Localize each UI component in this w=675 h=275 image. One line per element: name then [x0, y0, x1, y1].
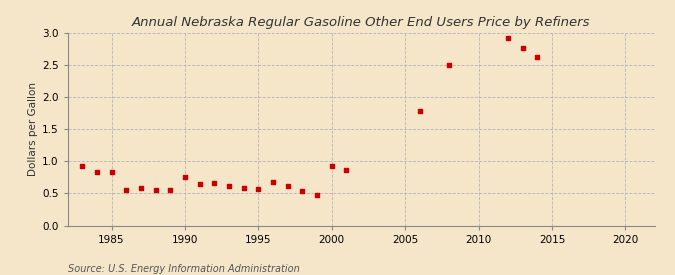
Point	[121, 188, 132, 192]
Point	[106, 169, 117, 174]
Point	[180, 175, 190, 180]
Point	[532, 54, 543, 59]
Point	[414, 109, 425, 114]
Point	[312, 193, 323, 197]
Point	[502, 36, 513, 40]
Point	[267, 180, 278, 184]
Point	[91, 169, 102, 174]
Title: Annual Nebraska Regular Gasoline Other End Users Price by Refiners: Annual Nebraska Regular Gasoline Other E…	[132, 16, 591, 29]
Point	[223, 184, 234, 189]
Point	[253, 187, 264, 191]
Point	[194, 182, 205, 186]
Point	[297, 189, 308, 193]
Y-axis label: Dollars per Gallon: Dollars per Gallon	[28, 82, 38, 176]
Point	[209, 180, 219, 185]
Point	[136, 186, 146, 191]
Text: Source: U.S. Energy Information Administration: Source: U.S. Energy Information Administ…	[68, 264, 299, 274]
Point	[326, 164, 337, 168]
Point	[238, 185, 249, 190]
Point	[150, 187, 161, 192]
Point	[282, 183, 293, 188]
Point	[443, 63, 454, 67]
Point	[77, 164, 88, 168]
Point	[341, 167, 352, 172]
Point	[517, 46, 528, 50]
Point	[165, 188, 176, 192]
